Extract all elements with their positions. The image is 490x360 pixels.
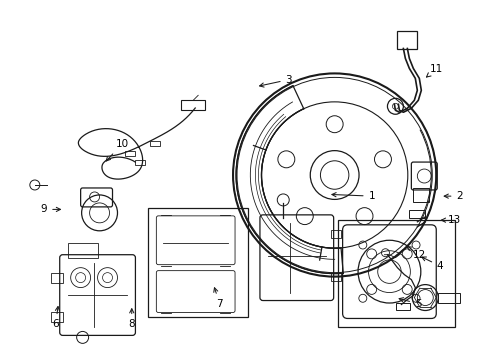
Text: 7: 7 [214, 288, 223, 309]
Text: 1: 1 [332, 191, 375, 201]
Text: 8: 8 [128, 309, 135, 329]
Bar [181, 100, 205, 110]
Bar [338, 220, 455, 328]
Text: 12: 12 [407, 247, 426, 260]
Bar [331, 230, 341, 238]
Polygon shape [236, 86, 343, 274]
Bar [409, 210, 425, 218]
Bar [438, 293, 460, 302]
Bar [125, 150, 135, 156]
Bar [396, 302, 410, 310]
Text: 5: 5 [399, 298, 421, 309]
Bar [148, 208, 248, 318]
Text: 2: 2 [444, 191, 463, 201]
Text: 4: 4 [422, 257, 443, 271]
Bar [331, 273, 341, 280]
Text: 3: 3 [260, 75, 292, 87]
Text: 10: 10 [106, 139, 128, 161]
Text: 11: 11 [426, 64, 443, 77]
Bar [51, 312, 63, 323]
Text: 9: 9 [41, 204, 60, 215]
Bar [397, 31, 417, 49]
Bar [68, 243, 98, 258]
Text: 6: 6 [52, 307, 59, 329]
Bar [51, 273, 63, 283]
Text: 13: 13 [441, 215, 462, 225]
Bar [135, 159, 146, 165]
Bar [414, 188, 429, 202]
Bar [150, 141, 160, 146]
